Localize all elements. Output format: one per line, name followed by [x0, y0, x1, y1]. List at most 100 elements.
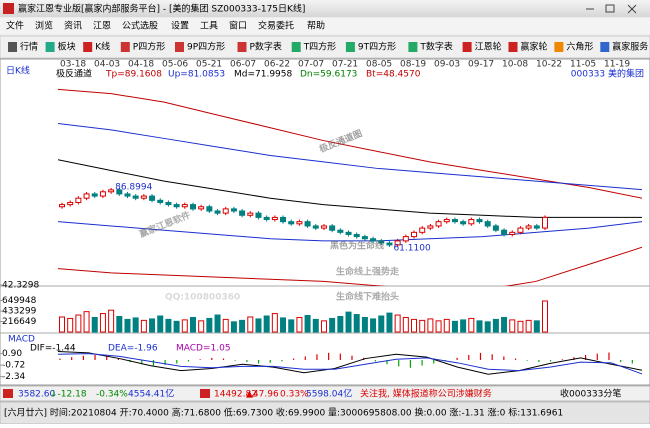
candle — [312, 225, 319, 229]
volume-bar — [460, 319, 467, 333]
tool-button[interactable]: T四方形 — [303, 41, 337, 53]
sz-index: ▲47.96 — [246, 390, 279, 400]
volume-bar — [83, 311, 90, 333]
tool-icon[interactable] — [554, 42, 564, 52]
indicator-value: 极反通道 — [56, 68, 92, 80]
volume-bar — [386, 312, 393, 333]
candle — [427, 225, 434, 229]
menu-item[interactable]: 工具 — [200, 21, 218, 32]
volume-bar — [157, 315, 164, 333]
channel-line — [58, 246, 642, 286]
tool-icon[interactable] — [8, 42, 17, 52]
menu-item[interactable]: 交易委托 — [258, 20, 294, 32]
tool-icon[interactable] — [175, 42, 184, 52]
candle — [484, 221, 491, 227]
app-icon — [3, 3, 14, 14]
tool-button[interactable]: 行情 — [20, 41, 38, 53]
menu-item[interactable]: 浏览 — [35, 20, 53, 32]
tool-icon[interactable] — [45, 42, 55, 52]
volume-bar — [149, 318, 156, 333]
candle — [378, 240, 385, 244]
news-ticker[interactable]: 关注我, 媒体报道称公司涉嫌财务 — [360, 388, 492, 400]
indicator-value: Dn=59.6173 — [300, 70, 357, 80]
tool-icon[interactable] — [120, 42, 130, 52]
candle — [206, 206, 213, 212]
menu-item[interactable]: 窗口 — [229, 20, 247, 32]
candle — [230, 208, 237, 212]
tool-button[interactable]: 六角形 — [566, 41, 593, 53]
tool-icon[interactable] — [291, 42, 301, 52]
volume-bar — [230, 321, 237, 333]
volume-bar — [296, 316, 303, 333]
menu-item[interactable]: 帮助 — [307, 20, 325, 32]
candle — [509, 231, 516, 235]
tool-button[interactable]: K线 — [95, 41, 110, 53]
tool-icon[interactable] — [237, 42, 247, 52]
tool-button[interactable]: P四方形 — [133, 41, 165, 53]
date-label: 08-19 — [400, 60, 426, 70]
window-title: 赢家江恩专业版[赢家内部服务平台] - [美的集团 SZ000333-175日K… — [18, 3, 305, 15]
candle — [181, 204, 188, 208]
dif-label: DIF=-1.44 — [30, 344, 76, 354]
watermark: QQ:100800360 — [165, 293, 240, 303]
candle — [533, 225, 540, 229]
menu-item[interactable]: 公式选股 — [122, 20, 158, 32]
volume-tick-label: 433299 — [2, 306, 37, 316]
candle — [198, 206, 205, 210]
candle — [517, 227, 524, 233]
tool-button[interactable]: T数字表 — [419, 41, 453, 53]
tool-button[interactable]: 9P四方形 — [187, 41, 225, 53]
volume-bar — [198, 320, 205, 333]
menu-item[interactable]: 资讯 — [64, 21, 82, 32]
candle — [476, 219, 483, 223]
volume-bar — [411, 318, 418, 333]
tool-button[interactable]: 板块 — [58, 41, 76, 53]
volume-bar — [402, 316, 409, 333]
tool-icon[interactable] — [508, 42, 518, 52]
tool-button[interactable]: P数字表 — [250, 41, 282, 53]
tool-icon[interactable] — [345, 42, 355, 52]
dea-line — [57, 353, 643, 375]
candle — [468, 219, 475, 225]
volume-bar — [525, 319, 532, 333]
candle — [460, 221, 467, 225]
date-label: 06-22 — [264, 60, 290, 70]
candle — [116, 189, 123, 195]
candle — [320, 225, 327, 229]
date-label: 09-03 — [434, 60, 460, 70]
tool-icon[interactable] — [600, 42, 610, 52]
candle — [99, 191, 106, 197]
volume-bar — [263, 315, 270, 333]
tool-button[interactable]: 江恩轮 — [475, 41, 502, 53]
tool-icon[interactable] — [462, 42, 472, 52]
candle — [353, 233, 360, 238]
candle — [501, 229, 508, 235]
candle — [492, 225, 499, 231]
menu-item[interactable]: 文件 — [6, 20, 24, 32]
candle — [173, 204, 180, 208]
candle — [67, 201, 74, 206]
volume-bar — [443, 318, 450, 333]
volume-tick-label: 216649 — [2, 317, 37, 327]
candle — [443, 219, 450, 223]
tool-icon[interactable] — [408, 42, 418, 52]
volume-bar — [320, 320, 327, 333]
candle — [419, 227, 426, 233]
menu-item[interactable]: 设置 — [171, 21, 189, 32]
menu-item[interactable]: 江恩 — [93, 21, 111, 32]
volume-bar — [509, 319, 516, 333]
candle — [337, 229, 344, 233]
candle — [255, 212, 262, 218]
date-label: 07-21 — [332, 60, 358, 70]
macd-label: MACD=1.05 — [176, 344, 231, 354]
tool-button[interactable]: 9T四方形 — [358, 41, 396, 53]
volume-bar — [468, 317, 475, 333]
window-controls[interactable] — [586, 4, 637, 14]
tool-icon[interactable] — [83, 42, 93, 52]
volume-bar — [345, 311, 352, 333]
sz-index: 14492.82 — [214, 390, 257, 400]
volume-bar — [206, 317, 213, 333]
tool-button[interactable]: 赢家服务 — [612, 41, 648, 53]
chart-area — [0, 58, 650, 386]
tool-button[interactable]: 赢家轮 — [521, 41, 548, 53]
